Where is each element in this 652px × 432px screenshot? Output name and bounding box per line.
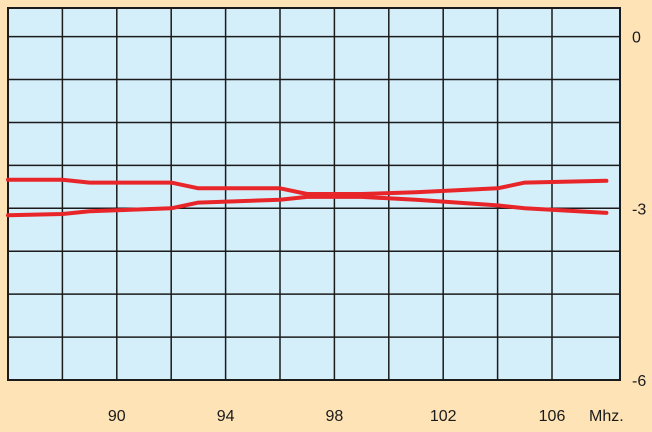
x-axis-ticks: 90 94 98 102 106 xyxy=(108,408,566,425)
grid-lines xyxy=(8,8,620,380)
y-tick-label: -6 xyxy=(632,373,646,390)
x-tick-label: 94 xyxy=(217,408,235,425)
series-line-1 xyxy=(6,177,609,196)
x-tick-label: 90 xyxy=(108,408,126,425)
y-tick-label: 0 xyxy=(632,30,641,47)
y-axis-ticks: 0 -3 -6 xyxy=(632,30,646,390)
x-tick-label: 102 xyxy=(430,408,457,425)
x-unit-label: Mhz. xyxy=(589,408,624,425)
y-tick-label: -3 xyxy=(632,201,646,218)
x-tick-label: 106 xyxy=(539,408,566,425)
series-group xyxy=(6,177,609,218)
series-line-2 xyxy=(6,194,609,218)
x-tick-label: 98 xyxy=(326,408,344,425)
